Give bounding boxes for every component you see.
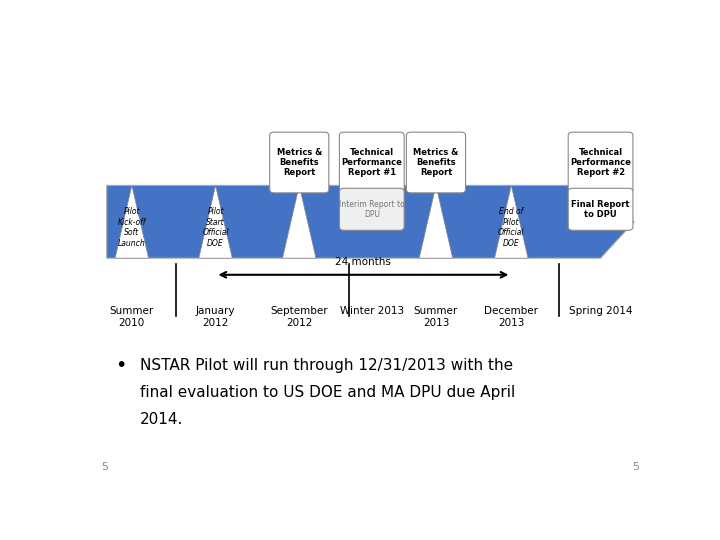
Polygon shape — [199, 185, 233, 258]
Text: final evaluation to US DOE and MA DPU due April: final evaluation to US DOE and MA DPU du… — [140, 385, 516, 400]
Text: Technical
Performance
Report #2: Technical Performance Report #2 — [570, 147, 631, 178]
Polygon shape — [419, 185, 453, 258]
Text: 5: 5 — [101, 462, 108, 472]
Polygon shape — [115, 185, 148, 258]
Text: September
2012: September 2012 — [271, 306, 328, 328]
Text: Metrics &
Benefits
Report: Metrics & Benefits Report — [276, 147, 322, 178]
Text: Interim Report to
DPU: Interim Report to DPU — [339, 200, 405, 219]
Text: End of
Pilot
Official
DOE: End of Pilot Official DOE — [498, 207, 525, 248]
Text: Final Report
to DPU: Final Report to DPU — [572, 200, 630, 219]
FancyBboxPatch shape — [339, 132, 404, 193]
Text: January
2012: January 2012 — [196, 306, 235, 328]
Text: 5: 5 — [633, 462, 639, 472]
Polygon shape — [495, 185, 528, 258]
Polygon shape — [282, 185, 316, 258]
Polygon shape — [107, 185, 634, 258]
Text: Summer
2010: Summer 2010 — [109, 306, 154, 328]
Text: Spring 2014: Spring 2014 — [569, 306, 632, 316]
FancyBboxPatch shape — [406, 132, 466, 193]
Text: •: • — [115, 356, 127, 375]
Text: Technical
Performance
Report #1: Technical Performance Report #1 — [341, 147, 402, 178]
Text: Winter 2013: Winter 2013 — [340, 306, 404, 316]
FancyBboxPatch shape — [270, 132, 329, 193]
FancyBboxPatch shape — [568, 132, 633, 193]
Text: Summer
2013: Summer 2013 — [414, 306, 458, 328]
Text: December
2013: December 2013 — [485, 306, 539, 328]
Text: NSTAR Pilot will run through 12/31/2013 with the: NSTAR Pilot will run through 12/31/2013 … — [140, 358, 513, 373]
Text: 2014.: 2014. — [140, 412, 184, 427]
Text: Pilot
Kick-off
Soft
Launch: Pilot Kick-off Soft Launch — [117, 207, 146, 248]
Text: Metrics &
Benefits
Report: Metrics & Benefits Report — [413, 147, 459, 178]
FancyBboxPatch shape — [339, 188, 404, 230]
Text: Pilot
Start
Official
DOE: Pilot Start Official DOE — [202, 207, 229, 248]
FancyBboxPatch shape — [568, 188, 633, 230]
Text: 24 months: 24 months — [336, 257, 392, 267]
